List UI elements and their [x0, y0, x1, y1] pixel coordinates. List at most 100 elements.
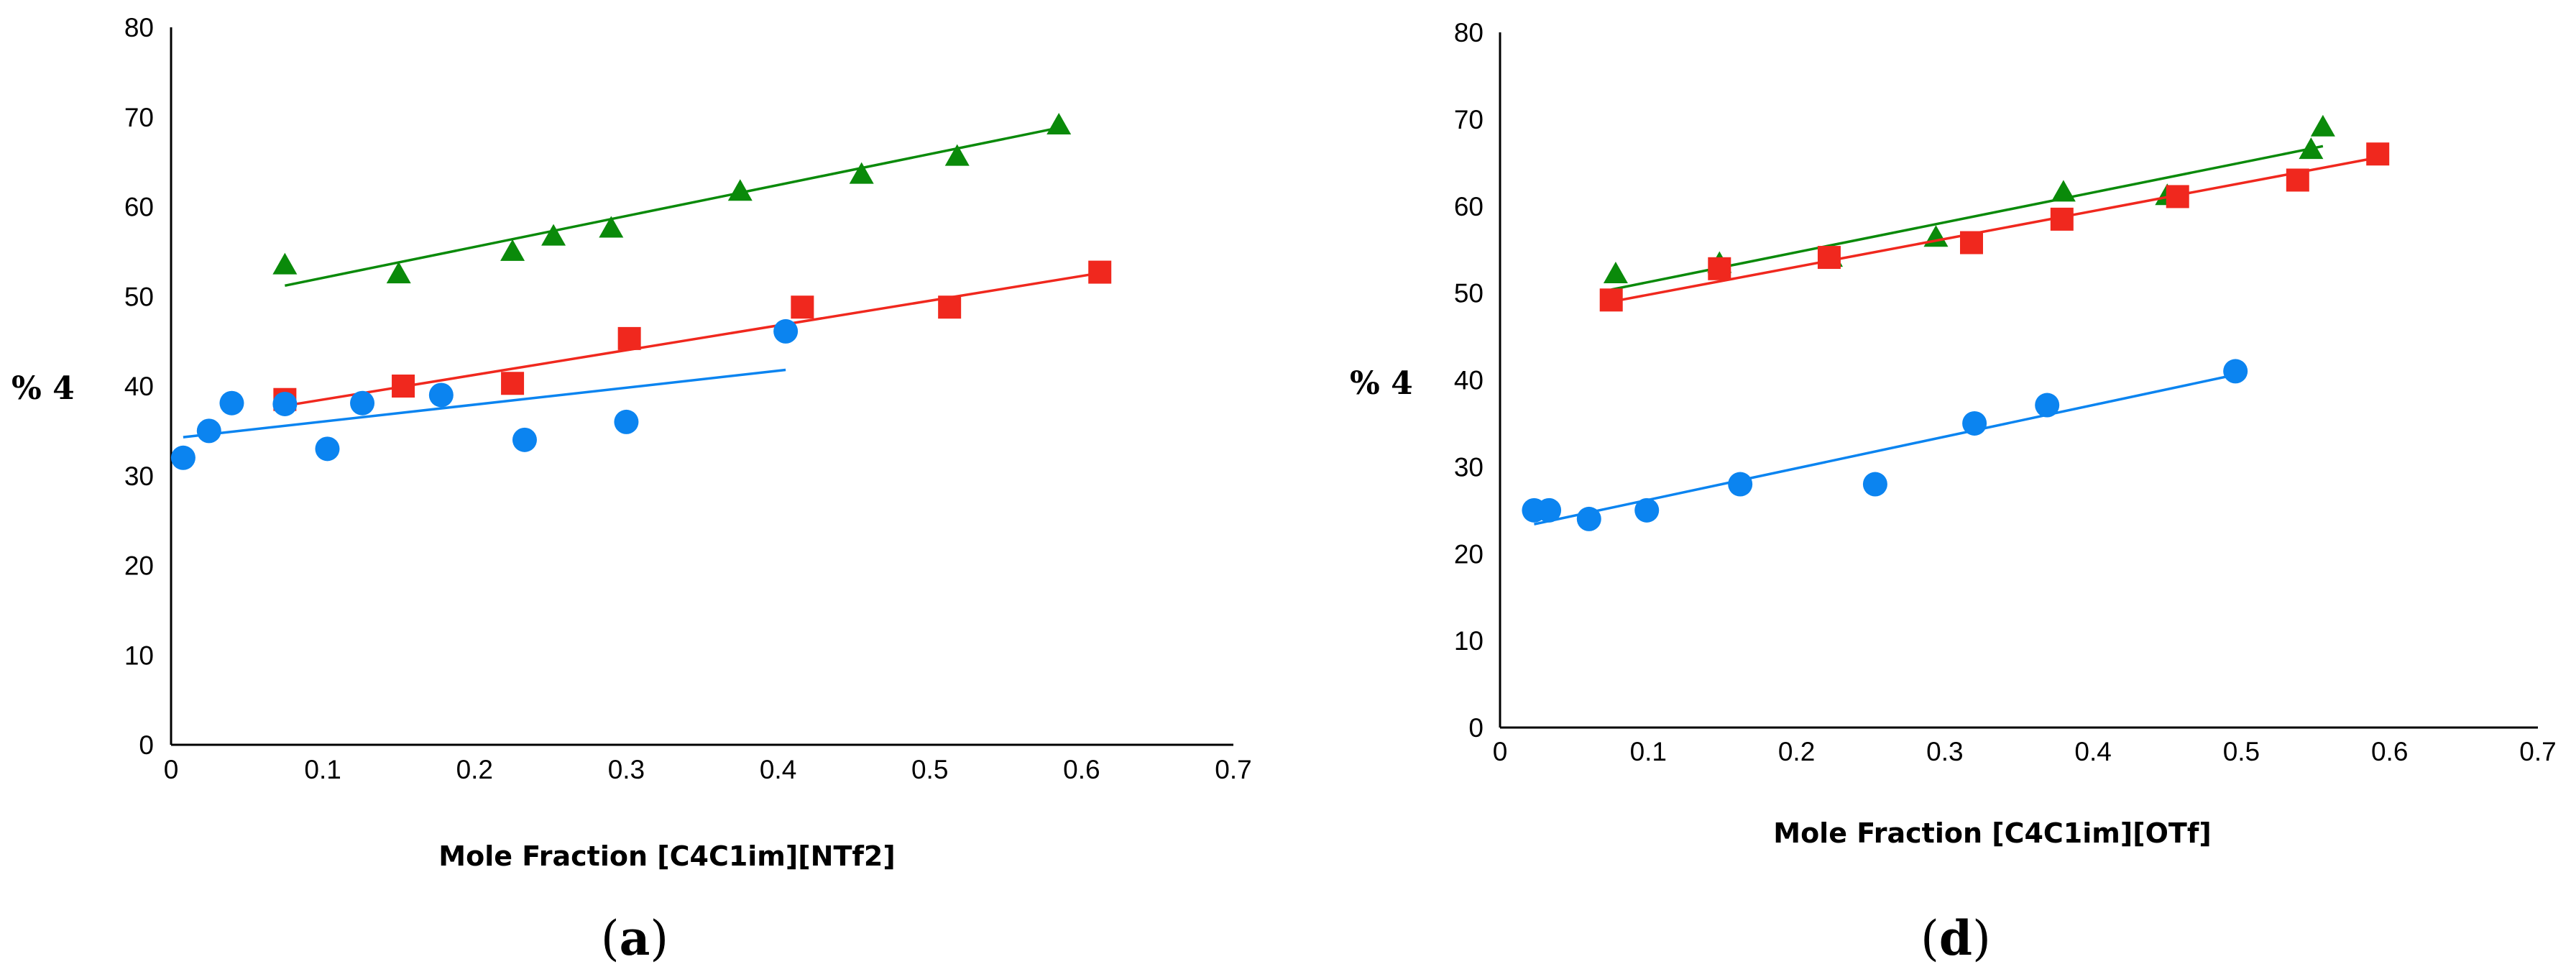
x-tick-label: 0.4: [760, 755, 796, 784]
series-red-a: [273, 260, 1112, 411]
chart-panel-a: 0 10 20 30 40 50 60 70 80 0 0.1 0.2 0.3 0.4 0.5 0.6 0.7…: [12, 13, 1252, 966]
data-point-circle: [1537, 497, 1562, 523]
y-tick-label: 0: [139, 730, 154, 760]
series-blue-a: [170, 318, 799, 470]
data-point-circle: [1576, 506, 1601, 531]
y-tick-label: 10: [1454, 626, 1484, 656]
series-green-a: [272, 112, 1072, 287]
panel-letter-d: d: [1939, 910, 1972, 966]
y-tick-label: 70: [1454, 105, 1484, 134]
data-point-circle: [170, 445, 196, 470]
x-tick-label: 0.4: [2074, 737, 2111, 766]
x-tick-label: 0.3: [1926, 737, 1963, 766]
data-point-triangle: [727, 179, 753, 201]
y-axis-label-a: % 4: [12, 370, 75, 407]
data-point-circle: [614, 409, 639, 434]
data-point-triangle: [272, 252, 298, 275]
data-point-circle: [2035, 393, 2060, 418]
data-point-circle: [272, 391, 298, 416]
x-tick-label: 0.2: [1778, 737, 1815, 766]
data-point-circle: [428, 382, 454, 408]
y-tick-label: 0: [1468, 713, 1484, 743]
series-red-d: [1599, 142, 2390, 312]
x-tick-label: 0.7: [1215, 755, 1251, 784]
x-tick-label: 0.5: [911, 755, 948, 784]
data-point-triangle: [386, 262, 411, 284]
data-point-triangle: [599, 216, 624, 238]
data-point-triangle: [944, 144, 970, 166]
data-point-square: [2050, 207, 2074, 231]
y-tick-label: 50: [124, 282, 154, 311]
data-point-circle: [315, 436, 340, 462]
data-point-square: [617, 326, 641, 350]
y-tick-label: 20: [124, 551, 154, 581]
y-tick-label: 40: [1454, 366, 1484, 395]
x-tick-label: 0.7: [2519, 737, 2556, 766]
x-tick-label: 0.6: [2371, 737, 2408, 766]
data-point-circle: [1962, 410, 1987, 436]
data-point-circle: [196, 418, 221, 444]
data-point-square: [1088, 260, 1112, 284]
data-point-circle: [2223, 359, 2248, 384]
panel-caption-d: (d): [1920, 910, 1991, 966]
x-tick-label: 0: [164, 755, 179, 784]
y-tick-label: 70: [124, 103, 154, 132]
data-point-triangle: [2051, 180, 2076, 202]
data-point-square: [392, 375, 415, 398]
data-point-square: [938, 295, 962, 319]
y-tick-label: 80: [1454, 18, 1484, 47]
data-point-square: [2286, 168, 2309, 192]
data-point-square: [1599, 288, 1623, 312]
trendline-blue: [183, 368, 786, 439]
x-axis-label-a: Mole Fraction [C4C1im][NTf2]: [438, 840, 895, 872]
trendline-green: [285, 127, 1059, 287]
y-ticks-a: 0 10 20 30 40 50 60 70 80: [124, 13, 154, 760]
y-ticks-d: 0 10 20 30 40 50 60 70 80: [1454, 18, 1484, 743]
x-tick-label: 0.5: [2223, 737, 2260, 766]
data-point-triangle: [2299, 137, 2324, 160]
trendline-red: [285, 272, 1100, 408]
data-point-square: [791, 295, 814, 319]
chart-panel-d: 0 10 20 30 40 50 60 70 80 0 0.1 0.2 0.3 0.4 0.5 0.6 0.7…: [1350, 18, 2557, 966]
data-point-triangle: [849, 162, 874, 184]
trendline-red: [1611, 156, 2378, 303]
y-axis-label-d: % 4: [1350, 365, 1413, 402]
y-tick-label: 60: [1454, 192, 1484, 221]
data-point-square: [501, 372, 525, 395]
data-point-triangle: [500, 239, 525, 261]
data-point-circle: [1728, 472, 1753, 497]
y-tick-label: 40: [124, 372, 154, 401]
x-tick-label: 0.3: [608, 755, 645, 784]
y-tick-label: 30: [1454, 452, 1484, 482]
x-tick-label: 0: [1493, 737, 1508, 766]
y-tick-label: 50: [1454, 279, 1484, 308]
data-point-square: [2166, 185, 2189, 208]
data-point-circle: [773, 318, 799, 344]
y-tick-label: 10: [124, 641, 154, 670]
y-tick-label: 30: [124, 462, 154, 491]
y-tick-label: 60: [124, 193, 154, 222]
plot-area-d: [1522, 114, 2390, 531]
x-ticks-a: 0 0.1 0.2 0.3 0.4 0.5 0.6 0.7: [164, 755, 1252, 784]
data-point-square: [1817, 246, 1841, 270]
panel-caption-a: (a): [601, 910, 668, 966]
x-ticks-d: 0 0.1 0.2 0.3 0.4 0.5 0.6 0.7: [1493, 737, 2557, 766]
y-tick-label: 80: [124, 13, 154, 42]
data-point-triangle: [1923, 225, 1949, 247]
data-point-triangle: [541, 224, 566, 246]
plot-area-a: [170, 112, 1112, 470]
x-tick-label: 0.6: [1063, 755, 1100, 784]
data-point-square: [1959, 231, 1983, 254]
series-blue-d: [1522, 359, 2248, 531]
data-point-triangle: [1046, 112, 1072, 134]
data-point-circle: [350, 390, 375, 416]
data-point-triangle: [1603, 262, 1628, 284]
x-tick-label: 0.2: [456, 755, 493, 784]
x-tick-label: 0.1: [1630, 737, 1667, 766]
data-point-circle: [1634, 497, 1660, 523]
data-point-square: [1708, 257, 1731, 280]
x-tick-label: 0.1: [304, 755, 341, 784]
data-point-square: [2366, 142, 2390, 166]
data-point-circle: [219, 390, 244, 416]
